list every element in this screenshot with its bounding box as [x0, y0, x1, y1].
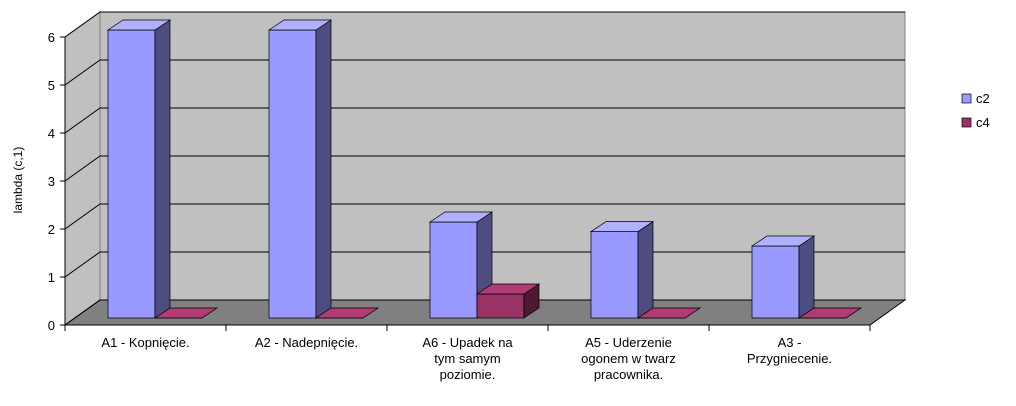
x-tick-label: A1 - Kopnięcie. — [101, 335, 189, 350]
x-tick-label: A6 - Upadek na tym samym poziomie. — [422, 335, 513, 382]
bar-top — [267, 19, 333, 31]
y-tick-label: 0 — [48, 318, 55, 333]
bar-front — [107, 29, 156, 319]
bar-top — [475, 283, 541, 295]
bar-top — [797, 307, 863, 319]
legend-label: c2 — [976, 91, 990, 106]
bar-top — [589, 221, 655, 232]
bar-side — [637, 220, 654, 319]
grid-line — [64, 107, 905, 134]
bar — [106, 19, 172, 319]
grid-line — [64, 59, 905, 86]
bar-top — [750, 235, 816, 247]
bar — [153, 307, 219, 319]
y-tick-label: 3 — [48, 174, 55, 189]
bar-front — [751, 245, 800, 319]
y-tick-label: 2 — [48, 222, 55, 237]
bar-top — [153, 307, 219, 319]
bar-front — [476, 293, 525, 319]
bar-side — [798, 235, 815, 319]
y-tick-label: 4 — [48, 126, 55, 141]
bar — [314, 307, 380, 319]
bar — [797, 307, 863, 319]
grid-line — [64, 11, 905, 38]
grid-line — [64, 155, 905, 182]
bar — [267, 19, 333, 319]
bar — [636, 307, 702, 319]
y-tick-label: 1 — [48, 270, 55, 285]
bar-side — [315, 19, 332, 319]
bar-front — [268, 29, 317, 319]
bar-top — [314, 307, 380, 319]
legend-swatch — [961, 117, 972, 128]
bar-front — [590, 231, 639, 319]
bar — [475, 283, 541, 319]
bar — [589, 220, 655, 319]
bar-top — [636, 307, 702, 319]
legend-swatch — [961, 93, 972, 104]
x-tick-label: A5 - Uderzenie ogonem w twarz pracownika. — [581, 335, 676, 382]
y-tick-label: 5 — [48, 78, 55, 93]
y-axis-label: lambda (c,1) — [11, 147, 25, 214]
bar-top — [428, 211, 494, 223]
x-tick-label: A2 - Nadepnięcie. — [255, 335, 358, 350]
bar-top — [106, 19, 172, 31]
x-tick-label: A3 -Przygniecenie. — [747, 335, 832, 366]
bar-front — [429, 221, 478, 319]
bar — [750, 235, 816, 319]
legend-label: c4 — [976, 115, 990, 130]
y-tick-label: 6 — [48, 30, 55, 45]
grid-line — [64, 203, 905, 230]
bar-side — [154, 19, 171, 319]
